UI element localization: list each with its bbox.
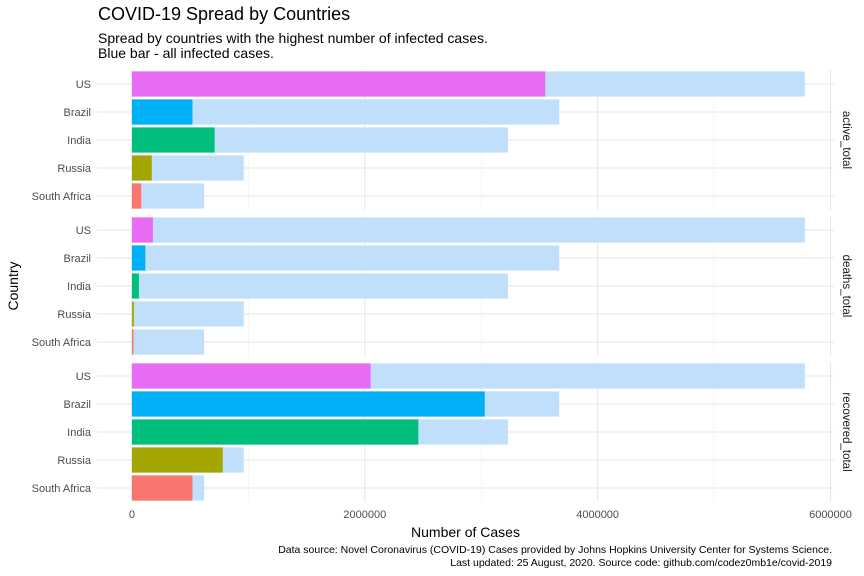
total-cases-bar bbox=[131, 99, 560, 125]
subtitle-line-2: Blue bar - all infected cases. bbox=[98, 45, 274, 61]
metric-bar-brazil bbox=[131, 245, 146, 271]
metric-bar-russia bbox=[131, 447, 223, 473]
metric-bar-south-africa bbox=[131, 183, 142, 209]
category-label: India bbox=[67, 427, 92, 439]
metric-bar-us bbox=[131, 217, 153, 243]
metric-bar-south-africa bbox=[131, 475, 193, 501]
metric-bar-russia bbox=[131, 301, 134, 327]
category-label: Brazil bbox=[63, 253, 91, 265]
x-axis-title: Number of Cases bbox=[411, 524, 520, 540]
metric-bar-us bbox=[131, 363, 371, 389]
x-tick-label: 6000000 bbox=[809, 509, 852, 521]
category-label: US bbox=[76, 371, 91, 383]
x-tick-label: 0 bbox=[129, 509, 135, 521]
chart-subtitle: Spread by countries with the highest num… bbox=[98, 31, 798, 61]
category-label: Brazil bbox=[63, 107, 91, 119]
caption-line-2: Last updated: 25 August, 2020. Source co… bbox=[450, 557, 832, 569]
chart-caption: Data source: Novel Coronavirus (COVID-19… bbox=[278, 544, 832, 570]
subtitle-line-1: Spread by countries with the highest num… bbox=[98, 30, 488, 46]
category-label: Russia bbox=[57, 455, 92, 467]
category-label: South Africa bbox=[32, 483, 92, 495]
x-tick-label: 2000000 bbox=[343, 509, 386, 521]
x-tick-label: 4000000 bbox=[576, 509, 619, 521]
total-cases-bar bbox=[131, 245, 560, 271]
total-cases-bar bbox=[131, 273, 508, 299]
total-cases-bar bbox=[131, 183, 205, 209]
category-label: Russia bbox=[57, 309, 92, 321]
metric-bar-russia bbox=[131, 155, 152, 181]
facet-strip-label: active_total bbox=[840, 111, 852, 169]
facet-strip-label: deaths_total bbox=[840, 255, 852, 318]
metric-bar-brazil bbox=[131, 99, 193, 125]
facet-strip-label: recovered_total bbox=[840, 392, 852, 471]
category-label: South Africa bbox=[32, 191, 92, 203]
category-label: India bbox=[67, 281, 92, 293]
chart-title: COVID-19 Spread by Countries bbox=[98, 4, 351, 24]
category-label: US bbox=[76, 225, 91, 237]
metric-bar-india bbox=[131, 127, 215, 153]
metric-bar-south-africa bbox=[131, 329, 134, 355]
total-cases-bar bbox=[131, 329, 205, 355]
metric-bar-india bbox=[131, 419, 419, 445]
metric-bar-us bbox=[131, 71, 546, 97]
metric-bar-brazil bbox=[131, 391, 485, 417]
category-label: Brazil bbox=[63, 399, 91, 411]
total-cases-bar bbox=[131, 217, 805, 243]
caption-line-1: Data source: Novel Coronavirus (COVID-19… bbox=[278, 544, 832, 556]
category-label: US bbox=[76, 79, 91, 91]
metric-bar-india bbox=[131, 273, 139, 299]
y-axis-title: Country bbox=[5, 261, 21, 310]
category-label: South Africa bbox=[32, 337, 92, 349]
total-cases-bar bbox=[131, 301, 244, 327]
category-label: Russia bbox=[57, 163, 92, 175]
category-label: India bbox=[67, 135, 92, 147]
